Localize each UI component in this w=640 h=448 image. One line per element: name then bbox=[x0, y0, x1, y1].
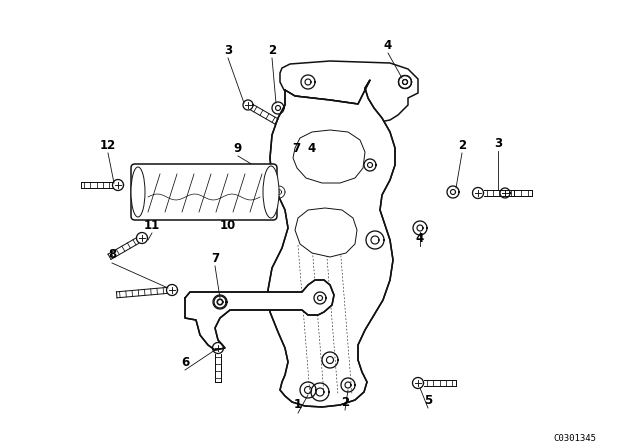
Text: 1: 1 bbox=[294, 399, 302, 412]
FancyBboxPatch shape bbox=[131, 164, 277, 220]
Ellipse shape bbox=[263, 166, 279, 218]
Polygon shape bbox=[280, 61, 418, 122]
Text: 3: 3 bbox=[224, 43, 232, 56]
Text: 2: 2 bbox=[268, 43, 276, 56]
Ellipse shape bbox=[131, 167, 145, 217]
Text: 2: 2 bbox=[458, 138, 466, 151]
Text: C0301345: C0301345 bbox=[554, 434, 596, 443]
Text: 6: 6 bbox=[181, 356, 189, 369]
Text: 4: 4 bbox=[384, 39, 392, 52]
Text: 4: 4 bbox=[416, 232, 424, 245]
Text: 7: 7 bbox=[211, 251, 219, 264]
Text: 4: 4 bbox=[308, 142, 316, 155]
Text: 12: 12 bbox=[100, 138, 116, 151]
Text: 3: 3 bbox=[494, 137, 502, 150]
Polygon shape bbox=[295, 208, 357, 257]
Polygon shape bbox=[293, 130, 365, 183]
Text: 8: 8 bbox=[108, 249, 116, 262]
Text: 7: 7 bbox=[292, 142, 300, 155]
Polygon shape bbox=[185, 280, 334, 350]
Text: 2: 2 bbox=[341, 396, 349, 409]
Polygon shape bbox=[268, 80, 395, 407]
Text: 10: 10 bbox=[220, 219, 236, 232]
Text: 11: 11 bbox=[144, 219, 160, 232]
Text: 5: 5 bbox=[424, 393, 432, 406]
Text: 9: 9 bbox=[234, 142, 242, 155]
